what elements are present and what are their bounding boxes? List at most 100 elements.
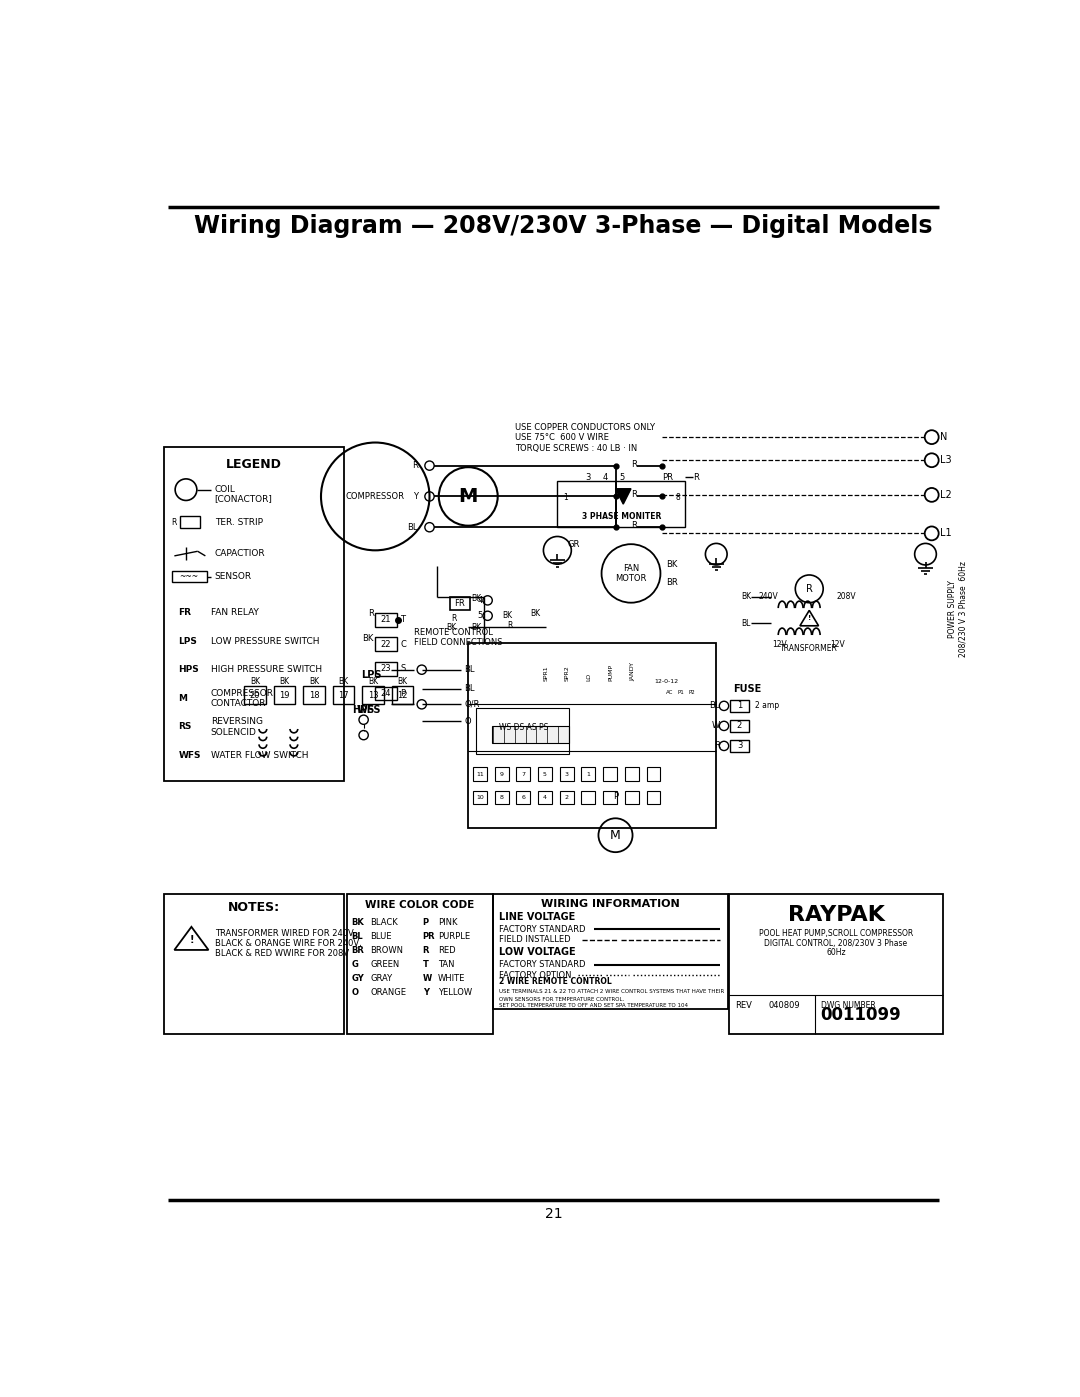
Bar xyxy=(375,613,397,627)
Text: P1: P1 xyxy=(677,690,684,696)
Text: REVERSING
SOLENCID: REVERSING SOLENCID xyxy=(211,717,262,736)
Text: HPS: HPS xyxy=(352,704,375,715)
Text: W: W xyxy=(712,721,720,731)
Text: HIGH PRESSURE SWITCH: HIGH PRESSURE SWITCH xyxy=(211,665,322,675)
Text: 2: 2 xyxy=(737,721,742,731)
Text: BL: BL xyxy=(742,619,751,629)
Text: N: N xyxy=(941,432,947,441)
Text: 17: 17 xyxy=(338,690,349,700)
Text: FACTORY STANDARD: FACTORY STANDARD xyxy=(499,960,586,970)
Text: 22: 22 xyxy=(381,640,391,648)
Bar xyxy=(375,662,397,676)
Text: R: R xyxy=(172,517,177,527)
Text: REMOTE CONTROL: REMOTE CONTROL xyxy=(414,629,492,637)
Text: R: R xyxy=(631,460,637,468)
Bar xyxy=(333,686,354,704)
Text: T: T xyxy=(400,615,405,624)
Text: BK: BK xyxy=(502,612,512,620)
Text: BK: BK xyxy=(471,594,482,602)
Text: 8: 8 xyxy=(500,795,503,800)
Text: O/R: O/R xyxy=(464,700,480,708)
Text: COIL: COIL xyxy=(215,485,235,495)
Text: R: R xyxy=(411,461,418,471)
Text: 3: 3 xyxy=(585,472,591,482)
Text: R: R xyxy=(368,609,374,617)
Bar xyxy=(392,686,414,704)
Text: 4: 4 xyxy=(543,795,546,800)
Text: 10: 10 xyxy=(476,795,484,800)
Text: FACTORY OPTION: FACTORY OPTION xyxy=(499,971,572,979)
Text: LPS: LPS xyxy=(178,637,198,645)
Text: BK: BK xyxy=(362,634,374,643)
Text: M: M xyxy=(610,828,621,842)
Bar xyxy=(491,726,569,743)
Text: NOTES:: NOTES: xyxy=(228,901,281,914)
Text: USE 75°C  600 V WIRE: USE 75°C 600 V WIRE xyxy=(515,433,609,443)
Text: 8: 8 xyxy=(676,493,680,503)
Text: 3 PHASE MONITER: 3 PHASE MONITER xyxy=(582,511,661,521)
Text: USE TERMINALS 21 & 22 TO ATTACH 2 WIRE CONTROL SYSTEMS THAT HAVE THEIR: USE TERMINALS 21 & 22 TO ATTACH 2 WIRE C… xyxy=(499,989,725,995)
Bar xyxy=(559,767,573,781)
Text: ~~~: ~~~ xyxy=(179,573,199,581)
Text: BLACK & ORANGE WIRE FOR 240V,: BLACK & ORANGE WIRE FOR 240V, xyxy=(215,939,362,949)
Text: POOL HEAT PUMP,SCROLL COMPRESSOR: POOL HEAT PUMP,SCROLL COMPRESSOR xyxy=(759,929,913,939)
Text: R: R xyxy=(422,946,429,956)
Text: FR: FR xyxy=(455,599,465,608)
Bar xyxy=(581,767,595,781)
Text: BR: BR xyxy=(666,578,677,587)
Text: BK: BK xyxy=(351,918,364,928)
Text: R: R xyxy=(693,472,699,482)
Text: R: R xyxy=(631,490,637,499)
Text: WIRING INFORMATION: WIRING INFORMATION xyxy=(541,898,679,908)
Bar xyxy=(625,791,638,805)
Text: 1: 1 xyxy=(737,701,742,710)
Text: BL: BL xyxy=(710,701,720,710)
Bar xyxy=(625,767,638,781)
Text: WHITE: WHITE xyxy=(438,974,465,983)
Bar xyxy=(362,686,383,704)
Text: R: R xyxy=(451,613,457,623)
Text: FIELD CONNECTIONS: FIELD CONNECTIONS xyxy=(414,638,502,647)
Text: 12-0-12: 12-0-12 xyxy=(654,679,678,683)
Text: BL: BL xyxy=(351,932,363,942)
Text: TER. STRIP: TER. STRIP xyxy=(215,517,262,527)
Text: BROWN: BROWN xyxy=(370,946,403,956)
Text: 13: 13 xyxy=(367,690,378,700)
Text: 3: 3 xyxy=(565,773,569,777)
Text: 2: 2 xyxy=(565,795,569,800)
Text: GRAY: GRAY xyxy=(370,974,392,983)
Text: T: T xyxy=(422,960,429,970)
Text: R: R xyxy=(631,521,637,531)
Text: WATER FLOW SWITCH: WATER FLOW SWITCH xyxy=(211,750,308,760)
Text: SPR1: SPR1 xyxy=(543,665,549,682)
Text: GR: GR xyxy=(567,541,580,549)
Text: P: P xyxy=(613,792,618,802)
Text: BK: BK xyxy=(741,592,751,601)
Text: LOW VOLTAGE: LOW VOLTAGE xyxy=(499,947,576,957)
Text: 040809: 040809 xyxy=(768,1002,799,1010)
Text: AC: AC xyxy=(666,690,674,696)
Text: LINE VOLTAGE: LINE VOLTAGE xyxy=(499,912,576,922)
Bar xyxy=(179,515,200,528)
Text: TORQUE SCREWS : 40 LB · IN: TORQUE SCREWS : 40 LB · IN xyxy=(515,444,637,453)
Text: M: M xyxy=(459,488,478,506)
Text: 11: 11 xyxy=(476,773,484,777)
Text: ORANGE: ORANGE xyxy=(370,988,406,997)
Bar xyxy=(164,894,345,1034)
Text: 60Hz: 60Hz xyxy=(826,947,846,957)
Text: R: R xyxy=(507,622,512,630)
Bar xyxy=(516,767,530,781)
Text: BK: BK xyxy=(446,623,457,631)
Text: COMPRESSOR: COMPRESSOR xyxy=(346,492,405,502)
Text: WIRE COLOR CODE: WIRE COLOR CODE xyxy=(365,900,474,911)
Text: FIELD INSTALLED: FIELD INSTALLED xyxy=(499,936,571,944)
Text: [CONACTOR]: [CONACTOR] xyxy=(215,493,272,503)
Text: M: M xyxy=(178,694,187,703)
Text: PR: PR xyxy=(662,472,673,482)
Text: 5: 5 xyxy=(620,472,625,482)
Text: FUSE: FUSE xyxy=(733,685,761,694)
Text: 5: 5 xyxy=(543,773,546,777)
Text: 5: 5 xyxy=(477,612,483,620)
Bar xyxy=(730,740,748,752)
Text: Wiring Diagram — 208V/230V 3-Phase — Digital Models: Wiring Diagram — 208V/230V 3-Phase — Dig… xyxy=(193,214,932,237)
